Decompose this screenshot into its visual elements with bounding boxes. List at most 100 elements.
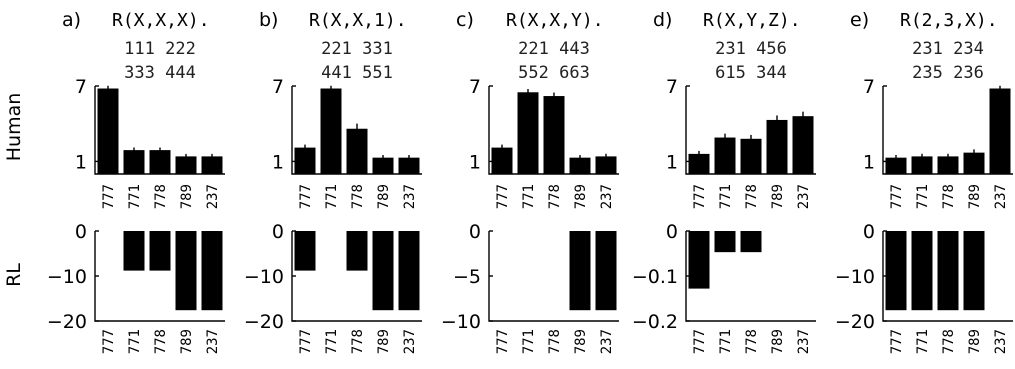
bar-778 — [543, 96, 565, 174]
xtick-label: 778 — [941, 329, 957, 354]
ytick-label: 1 — [469, 151, 481, 173]
bar-777 — [97, 88, 119, 174]
xtick-label: 237 — [796, 329, 812, 354]
bar-777 — [491, 147, 513, 174]
example-line: 235 236 — [912, 63, 984, 83]
xtick-label: 789 — [770, 329, 786, 354]
axis-lines — [685, 86, 816, 175]
row-labels: Human RL — [3, 93, 25, 287]
bar-771 — [714, 137, 736, 174]
example-line: 221 331 — [321, 39, 393, 59]
bar-237 — [595, 156, 617, 174]
panel-title: R(X,X,1). — [309, 10, 407, 31]
xtick-label: 778 — [547, 329, 563, 354]
ytick-label: −10 — [441, 311, 481, 333]
bar-777 — [885, 157, 907, 174]
example-line: 441 551 — [321, 63, 393, 83]
bar-778 — [149, 231, 171, 271]
ytick-label: 7 — [666, 76, 678, 98]
xtick-label: 237 — [402, 184, 418, 209]
xtick-label: 771 — [324, 184, 340, 209]
xtick-label: 789 — [376, 184, 392, 209]
bar-789 — [175, 231, 197, 311]
example-line: 615 344 — [715, 63, 787, 83]
axis-lines — [488, 86, 619, 175]
xtick-label: 771 — [718, 329, 734, 354]
chart-rl-e: −20 −10 0 777 771 778 789 237 — [835, 221, 1013, 354]
ytick-label: −0.1 — [632, 266, 678, 288]
bar-771 — [517, 92, 539, 174]
bar-237 — [201, 156, 223, 174]
xtick-label: 771 — [718, 184, 734, 209]
ytick-label: 7 — [469, 76, 481, 98]
bar-237 — [201, 231, 223, 311]
ytick-label: 7 — [272, 76, 284, 98]
bar-777 — [688, 153, 710, 174]
bar-771 — [123, 150, 145, 174]
xtick-label: 777 — [101, 329, 117, 354]
xtick-label: 771 — [915, 329, 931, 354]
bar-778 — [740, 231, 762, 253]
bar-789 — [569, 157, 591, 174]
panel-letter: e) — [850, 9, 869, 31]
bar-778 — [740, 138, 762, 174]
xtick-label: 778 — [941, 184, 957, 209]
panel-title: R(X,X,X). — [112, 10, 210, 31]
xtick-label: 237 — [205, 184, 221, 209]
bar-771 — [123, 231, 145, 271]
xtick-label: 237 — [205, 329, 221, 354]
xtick-label: 789 — [573, 184, 589, 209]
xtick-label: 771 — [127, 184, 143, 209]
bar-777 — [688, 231, 710, 289]
example-line: 333 444 — [124, 63, 196, 83]
panel-title: R(X,X,Y). — [506, 10, 604, 31]
ytick-label: −20 — [835, 311, 875, 333]
xtick-label: 777 — [889, 184, 905, 209]
xtick-label: 237 — [599, 184, 615, 209]
xtick-label: 777 — [692, 184, 708, 209]
chart-rl-d: −0.2 −0.1 0 777 771 778 789 237 — [632, 221, 816, 354]
bar-789 — [569, 231, 591, 311]
ytick-label: 1 — [666, 151, 678, 173]
bar-778 — [937, 231, 959, 311]
bar-778 — [346, 128, 368, 174]
bar-237 — [595, 231, 617, 311]
ytick-label: −10 — [47, 266, 87, 288]
xtick-label: 237 — [402, 329, 418, 354]
xtick-label: 778 — [744, 184, 760, 209]
xtick-label: 778 — [547, 184, 563, 209]
panel-title: R(2,3,X). — [900, 10, 998, 31]
bar-789 — [372, 231, 394, 311]
row-label-human: Human — [3, 93, 25, 162]
panel-letter: d) — [653, 9, 672, 31]
chart-rl-b: −20 −10 0 777 771 778 789 237 — [244, 221, 422, 354]
xtick-label: 778 — [153, 184, 169, 209]
xtick-label: 777 — [298, 184, 314, 209]
ytick-label: 0 — [272, 221, 284, 243]
bar-778 — [937, 156, 959, 174]
example-line: 231 456 — [715, 39, 787, 59]
xtick-label: 778 — [744, 329, 760, 354]
ytick-label: −10 — [244, 266, 284, 288]
xtick-label: 771 — [521, 184, 537, 209]
axis-lines — [94, 86, 225, 175]
xtick-label: 778 — [350, 329, 366, 354]
chart-rl-a: −20 −10 0 777 771 778 789 237 — [47, 221, 225, 354]
ytick-label: −5 — [453, 266, 481, 288]
xtick-label: 777 — [692, 329, 708, 354]
xtick-label: 789 — [179, 184, 195, 209]
xtick-label: 778 — [153, 329, 169, 354]
bar-237 — [989, 88, 1011, 174]
panel-letter: b) — [259, 9, 278, 31]
bar-237 — [398, 231, 420, 311]
bar-777 — [294, 231, 316, 271]
bar-237 — [398, 157, 420, 174]
ytick-label: 1 — [863, 151, 875, 173]
ytick-label: 0 — [75, 221, 87, 243]
bar-778 — [346, 231, 368, 271]
xtick-label: 778 — [350, 184, 366, 209]
